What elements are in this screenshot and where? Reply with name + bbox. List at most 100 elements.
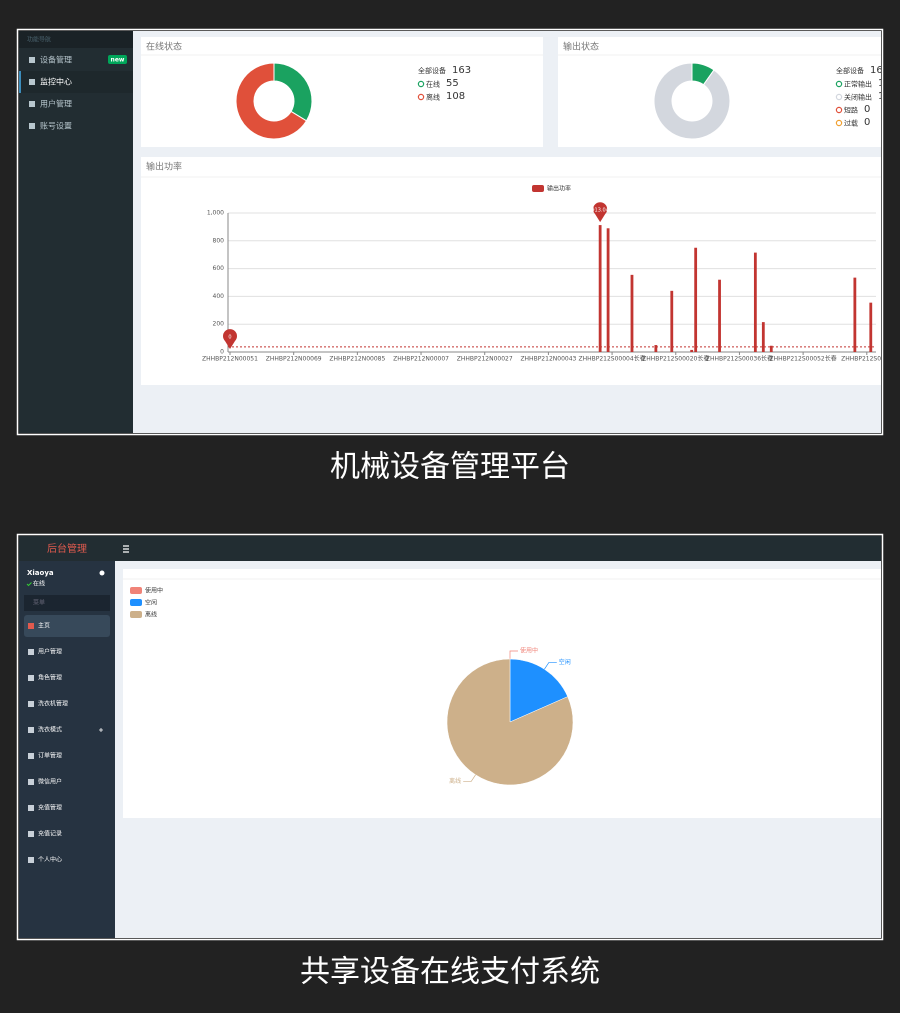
frame	[16, 533, 884, 941]
menu-item[interactable]: 角色管理	[38, 674, 62, 682]
pie-label-line	[463, 774, 476, 782]
frame	[16, 28, 884, 436]
legend-label: 短路	[844, 106, 858, 115]
bar	[694, 247, 698, 352]
pie-label: 离线	[449, 777, 461, 785]
menu-item[interactable]: 账号设置	[40, 121, 72, 131]
menu-item[interactable]: 用户管理	[38, 648, 62, 656]
pie-label: 使用中	[520, 647, 538, 655]
menu-item[interactable]: 设备管理	[40, 55, 72, 65]
bar	[630, 274, 634, 352]
menu-icon	[28, 701, 34, 707]
sidebar-heading: 功能导航	[27, 36, 51, 44]
search-placeholder: 菜单	[33, 599, 45, 607]
settings-icon[interactable]	[99, 570, 105, 576]
menu-icon	[28, 727, 34, 733]
badge-bg	[108, 55, 127, 64]
menu-item[interactable]: 洗衣机管理	[38, 700, 68, 708]
legend-label: 输出功率	[547, 185, 571, 193]
mark-pin-label: 0	[228, 335, 231, 341]
y-tick-label: 0	[220, 349, 224, 356]
search-box[interactable]	[24, 595, 110, 611]
caption: 共享设备在线支付系统	[300, 955, 600, 990]
menu-item[interactable]: 主页	[38, 622, 50, 630]
y-tick-label: 1,000	[207, 210, 224, 217]
menu-active-bar	[19, 71, 21, 93]
menu-icon	[28, 779, 34, 785]
legend-value: 0	[864, 117, 870, 128]
legend-dot	[835, 80, 843, 88]
header-title: 后台管理	[47, 542, 87, 555]
pie-slice	[509, 658, 568, 723]
menu-item[interactable]: 用户管理	[40, 99, 72, 109]
bar	[718, 279, 721, 352]
total-label: 全部设备	[836, 66, 864, 75]
user-name: Xiaoya	[27, 569, 54, 577]
legend-value: 16	[878, 78, 891, 89]
status-check	[26, 582, 32, 587]
bar	[869, 302, 873, 352]
legend-value: 108	[446, 91, 465, 102]
menu-item[interactable]: 洗衣模式	[38, 726, 62, 734]
panel-title: 输出功率	[146, 161, 182, 173]
legend-dot	[835, 106, 843, 114]
user-status: 在线	[33, 580, 45, 588]
y-tick-label: 800	[213, 237, 225, 244]
menu-item[interactable]: 微信用户	[38, 778, 62, 786]
x-tick-label: ZHHBP212S00052长春	[770, 355, 837, 363]
menu-icon	[28, 623, 34, 629]
panel-title: 在线状态	[146, 41, 182, 53]
total-value: 163	[452, 65, 471, 76]
legend-dot	[835, 93, 843, 101]
caption: 机械设备管理平台	[330, 450, 570, 485]
y-tick-label: 600	[213, 265, 225, 272]
bar	[753, 252, 757, 352]
x-tick-label: ZHHBP212S00020长春	[642, 355, 709, 363]
header-bar	[19, 536, 881, 561]
total-label: 全部设备	[418, 66, 446, 75]
x-tick-label: ZHHBP212N00085	[329, 356, 385, 363]
menu-item[interactable]: 充值记录	[38, 830, 62, 838]
legend-swatch	[130, 599, 142, 606]
bar	[606, 228, 610, 352]
menu-active-bg	[24, 615, 110, 637]
menu-icon	[28, 831, 34, 837]
bar	[761, 322, 765, 352]
bar	[690, 349, 694, 352]
bar	[598, 225, 602, 352]
menu-item[interactable]: 订单管理	[38, 752, 62, 760]
menu-icon	[28, 805, 34, 811]
legend-label: 过载	[844, 119, 858, 128]
total-value: 163	[870, 65, 889, 76]
legend-label: 在线	[426, 80, 440, 89]
x-tick-label: ZHHBP212N00027	[457, 356, 513, 363]
menu-icon	[28, 649, 34, 655]
legend-label: 离线	[426, 93, 440, 102]
x-tick-label: ZHHBP212S00036长春	[706, 355, 773, 363]
legend-label: 离线	[145, 611, 157, 619]
menu-active-bg	[19, 71, 133, 93]
screen-2: 后台管理 Xiaoya 在线菜单主页用户管理角色管理洗衣机管理洗衣模式订单管理微信用…	[19, 536, 881, 938]
sidebar	[19, 31, 133, 433]
legend-swatch	[532, 185, 544, 192]
menu-item[interactable]: 个人中心	[38, 856, 62, 864]
menu-icon	[29, 79, 35, 85]
legend-value: 55	[446, 78, 459, 89]
menu-icon	[29, 101, 35, 107]
x-tick-label: ZHHBP212N00051	[202, 356, 258, 363]
sidebar-heading-bg	[19, 31, 133, 48]
legend-label: 使用中	[145, 587, 163, 595]
panel	[141, 37, 543, 147]
legend-label: 关闭输出	[844, 93, 872, 102]
bar	[853, 277, 857, 352]
menu-item[interactable]: 充值管理	[38, 804, 62, 812]
menu-item[interactable]: 监控中心	[40, 77, 72, 87]
x-tick-label: ZHHBP212N00043	[520, 356, 576, 363]
menu-toggle[interactable]	[123, 545, 129, 553]
legend-swatch	[130, 587, 142, 594]
bar	[654, 345, 658, 352]
pie-label-line	[509, 650, 518, 659]
donut-slice	[653, 62, 731, 140]
expand-icon[interactable]	[99, 728, 103, 732]
